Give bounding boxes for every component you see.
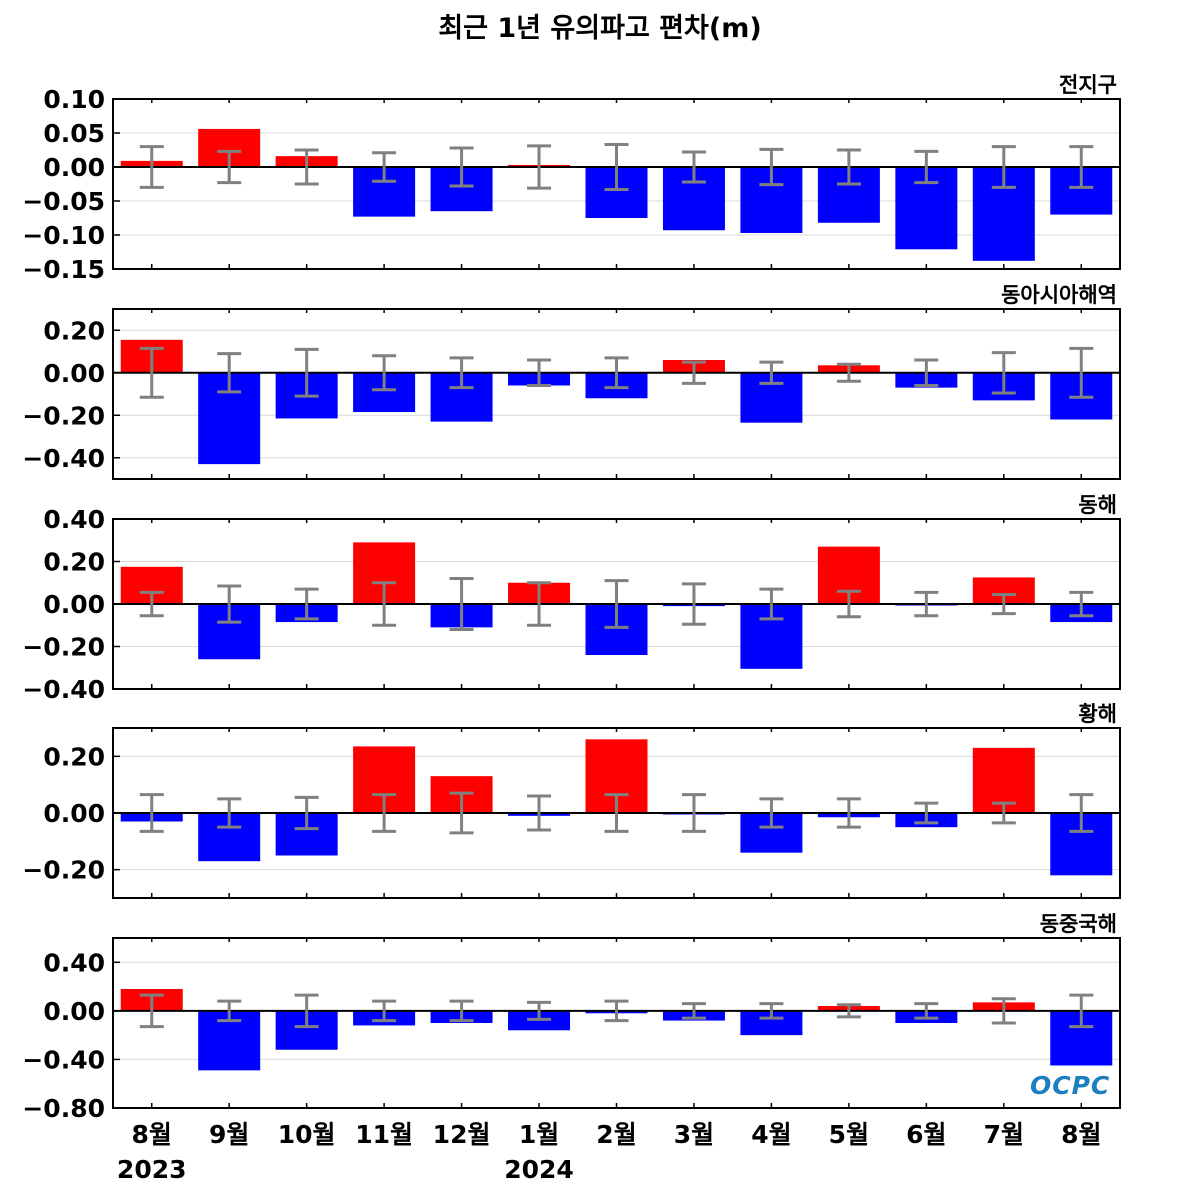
x-tick-label: 11월 <box>355 1120 413 1149</box>
x-tick-label: 8월 <box>1061 1120 1101 1149</box>
x-tick-label: 3월 <box>674 1120 714 1149</box>
y-tick-label: −0.20 <box>22 633 105 662</box>
x-tick-label: 8월 <box>132 1120 172 1149</box>
y-tick-label: −0.40 <box>22 444 105 473</box>
y-tick-label: −0.10 <box>22 221 105 250</box>
y-tick-label: 0.20 <box>43 316 105 345</box>
year-label: 2024 <box>504 1155 574 1184</box>
panel-region-label: 동아시아해역 <box>1001 283 1117 307</box>
y-tick-label: −0.40 <box>22 1045 105 1074</box>
x-tick-label: 2월 <box>596 1120 636 1149</box>
x-tick-label: 4월 <box>751 1120 791 1149</box>
x-tick-label: 9월 <box>209 1120 249 1149</box>
x-tick-label: 6월 <box>906 1120 946 1149</box>
y-tick-label: −0.80 <box>22 1094 105 1123</box>
y-tick-label: 0.00 <box>43 590 105 619</box>
y-tick-label: −0.40 <box>22 675 105 704</box>
x-tick-label: 12월 <box>433 1120 491 1149</box>
year-label: 2023 <box>117 1155 187 1184</box>
y-tick-label: 0.40 <box>43 948 105 977</box>
panel-frame <box>112 937 1121 1109</box>
panel-region-label: 황해 <box>1078 702 1117 726</box>
y-tick-label: 0.00 <box>43 997 105 1026</box>
chart-title: 최근 1년 유의파고 편차(m) <box>438 13 762 44</box>
y-tick-label: 0.05 <box>43 119 105 148</box>
panel-region-label: 동중국해 <box>1040 912 1117 936</box>
y-tick-label: −0.20 <box>22 401 105 430</box>
y-tick-label: 0.10 <box>43 85 105 114</box>
y-tick-label: −0.20 <box>22 856 105 885</box>
y-tick-label: 0.20 <box>43 548 105 577</box>
y-tick-label: 0.00 <box>43 799 105 828</box>
y-tick-label: −0.05 <box>22 187 105 216</box>
panel-region-label: 동해 <box>1078 493 1117 517</box>
y-tick-label: 0.20 <box>43 742 105 771</box>
x-tick-label: 1월 <box>519 1120 559 1149</box>
x-tick-label: 5월 <box>829 1120 869 1149</box>
y-tick-label: 0.40 <box>43 505 105 534</box>
y-tick-label: 0.00 <box>43 153 105 182</box>
y-tick-label: −0.15 <box>22 255 105 284</box>
x-tick-label: 10월 <box>278 1120 336 1149</box>
panel-region-label: 전지구 <box>1059 73 1117 97</box>
x-tick-label: 7월 <box>984 1120 1024 1149</box>
y-tick-label: 0.00 <box>43 359 105 388</box>
ocpc-logo: OCPC <box>1030 1071 1111 1100</box>
